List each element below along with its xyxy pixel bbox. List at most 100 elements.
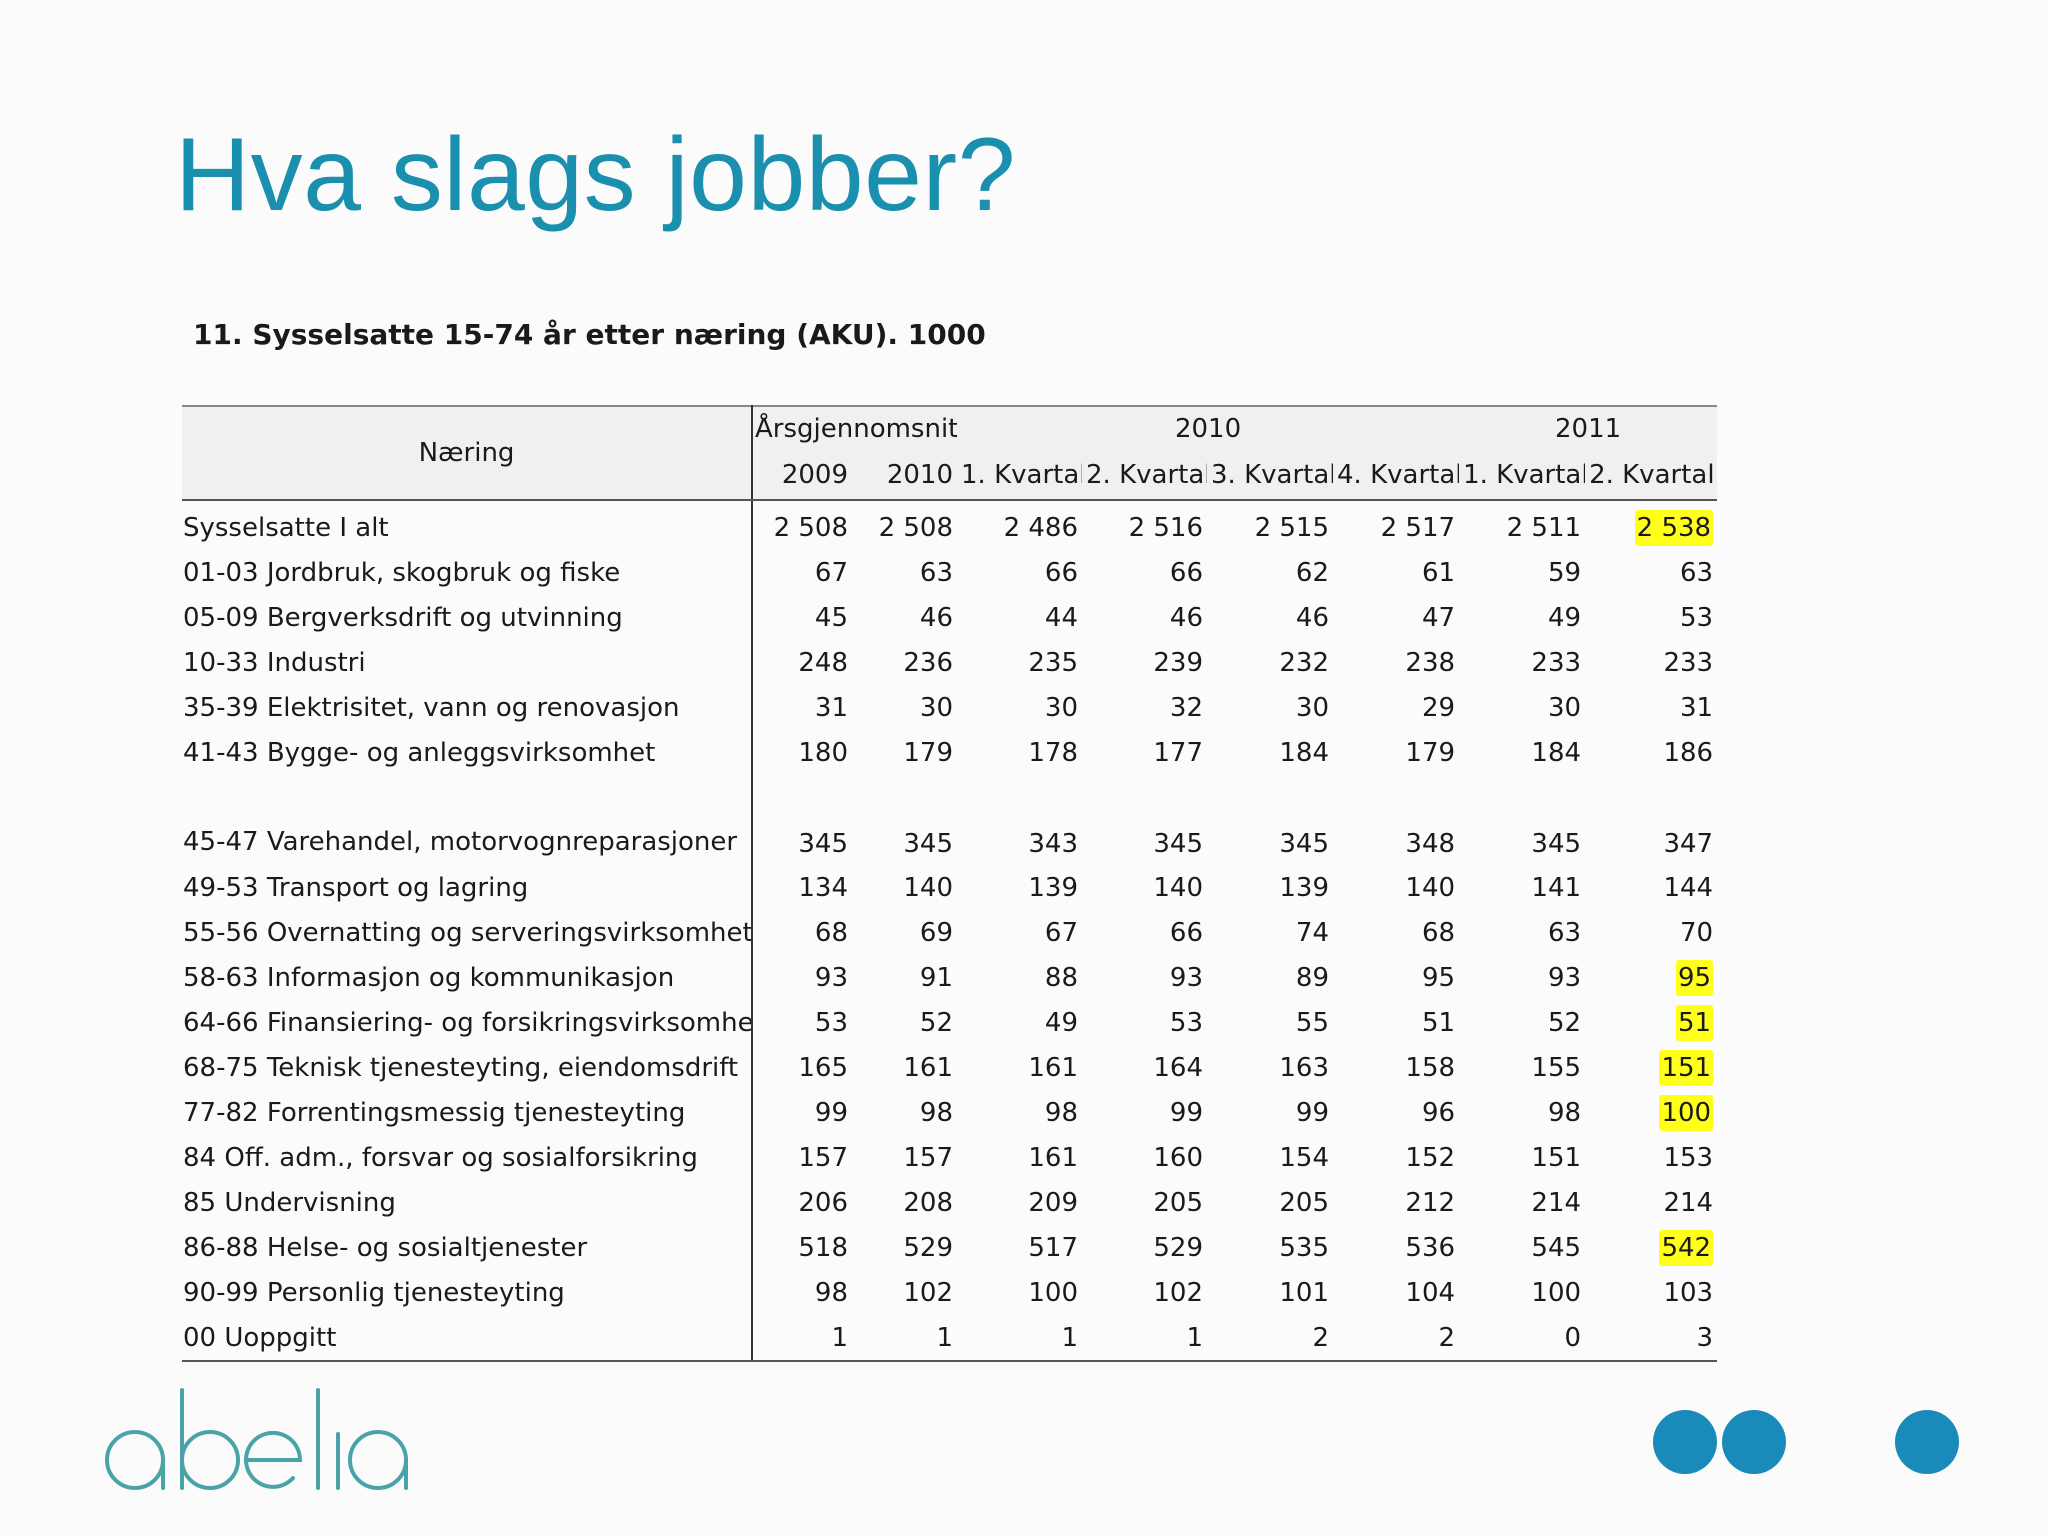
cell-value-text: 214: [1531, 1187, 1582, 1218]
cell-value-text: 155: [1531, 1052, 1582, 1083]
cell-value: 61: [1333, 550, 1459, 595]
cell-value-text: 99: [1295, 1097, 1330, 1128]
cell-value: 233: [1459, 640, 1585, 685]
cell-value: 2 511: [1459, 500, 1585, 550]
table-row: 55-56 Overnatting og serveringsvirksomhe…: [182, 910, 1717, 955]
cell-value: 30: [852, 685, 957, 730]
cell-value-text: 89: [1295, 962, 1330, 993]
cell-value-text: 66: [1169, 557, 1204, 588]
cell-value-text: 345: [1279, 829, 1330, 859]
cell-value-text: 93: [1169, 962, 1204, 993]
cell-value-text: 517: [1028, 1232, 1079, 1263]
cell-value-text: 236: [903, 647, 954, 678]
cell-value-text: 157: [798, 1142, 848, 1173]
cell-value-text: 348: [1405, 829, 1456, 859]
cell-value: 179: [852, 730, 957, 775]
cell-value-text: 69: [919, 917, 954, 948]
highlighted-value: 95: [1675, 959, 1714, 996]
table-caption: 11. Sysselsatte 15-74 år etter næring (A…: [193, 318, 986, 351]
cell-value: 186: [1585, 730, 1717, 775]
cell-value-text: 2 516: [1128, 512, 1204, 543]
cell-value: 178: [957, 730, 1082, 775]
cell-value-text: 529: [903, 1232, 954, 1263]
cell-value: 517: [957, 1225, 1082, 1270]
cell-value-text: 345: [903, 829, 954, 859]
cell-value-text: 52: [919, 1007, 954, 1038]
cell-value: 157: [852, 1135, 957, 1180]
cell-value-text: 74: [1295, 917, 1330, 948]
cell-value-text: 343: [1028, 829, 1079, 859]
cell-value-text: 177: [1153, 737, 1204, 768]
cell-value-text: 161: [903, 1052, 954, 1083]
header-col: 2. Kvartal: [1585, 451, 1718, 501]
cell-value-text: 163: [1279, 1052, 1330, 1083]
cell-value: 91: [852, 955, 957, 1000]
cell-value: 1: [852, 1315, 958, 1362]
cell-value: 205: [1082, 1180, 1207, 1225]
cell-value-text: 140: [1405, 872, 1456, 903]
cell-value: 51: [1333, 1000, 1459, 1045]
cell-value: 345: [752, 775, 852, 865]
cell-value: 95: [1585, 955, 1717, 1000]
cell-value-text: 232: [1279, 647, 1330, 678]
cell-value: 66: [957, 550, 1082, 595]
row-label: 35-39 Elektrisitet, vann og renovasjon: [182, 685, 753, 730]
cell-value: 232: [1207, 640, 1333, 685]
cell-value-text: 102: [1153, 1277, 1204, 1308]
cell-value: 63: [1459, 910, 1585, 955]
cell-value: 98: [957, 1090, 1082, 1135]
table-row: 68-75 Teknisk tjenesteyting, eiendomsdri…: [182, 1045, 1717, 1090]
cell-value: 160: [1082, 1135, 1207, 1180]
cell-value-text: 345: [1531, 829, 1582, 859]
cell-value: 1: [752, 1315, 852, 1362]
cell-value-text: 160: [1153, 1142, 1204, 1173]
row-label: 90-99 Personlig tjenesteyting: [182, 1270, 753, 1315]
cell-value: 53: [1082, 1000, 1207, 1045]
cell-value-text: 96: [1421, 1097, 1456, 1128]
cell-value-text: 30: [919, 692, 954, 723]
cell-value-text: 165: [798, 1052, 848, 1083]
cell-value-text: 208: [903, 1187, 954, 1218]
cell-value: 208: [852, 1180, 957, 1225]
cell-value: 209: [957, 1180, 1082, 1225]
cell-value-text: 161: [1028, 1142, 1079, 1173]
cell-value: 2 508: [852, 500, 957, 550]
cell-value: 62: [1207, 550, 1333, 595]
table-row: 05-09 Bergverksdrift og utvinning 45 46 44 4…: [182, 595, 1717, 640]
cell-value: 67: [957, 910, 1082, 955]
cell-value: 99: [1207, 1090, 1333, 1135]
cell-value-text: 153: [1663, 1142, 1714, 1173]
cell-value: 93: [752, 955, 852, 1000]
decorative-dot: [1722, 1410, 1786, 1474]
cell-value-text: 238: [1405, 647, 1456, 678]
cell-value: 151: [1585, 1045, 1717, 1090]
cell-value-text: 233: [1531, 647, 1582, 678]
cell-value: 68: [752, 910, 852, 955]
cell-value-text: 66: [1044, 557, 1079, 588]
cell-value-text: 179: [1405, 737, 1456, 768]
cell-value-text: 99: [1169, 1097, 1204, 1128]
cell-value-text: 31: [814, 692, 848, 723]
table-row: 77-82 Forrentingsmessig tjenesteyting 99 9…: [182, 1090, 1717, 1135]
cell-value: 238: [1333, 640, 1459, 685]
cell-value: 93: [1459, 955, 1585, 1000]
cell-value: 536: [1333, 1225, 1459, 1270]
cell-value: 2 515: [1207, 500, 1333, 550]
cell-value-text: 63: [1547, 917, 1582, 948]
cell-value-text: 99: [814, 1097, 848, 1128]
cell-value-text: 212: [1405, 1187, 1456, 1218]
cell-value: 529: [1082, 1225, 1207, 1270]
cell-value-text: 31: [1679, 692, 1714, 723]
cell-value: 235: [957, 640, 1082, 685]
cell-value: 151: [1459, 1135, 1585, 1180]
cell-value: 89: [1207, 955, 1333, 1000]
cell-value-text: 345: [1153, 829, 1204, 859]
cell-value-text: 104: [1405, 1277, 1456, 1308]
cell-value-text: 68: [1421, 917, 1456, 948]
cell-value-text: 179: [903, 737, 954, 768]
table-row: 45-47 Varehandel, motorvognreparasjoner 3…: [182, 775, 1717, 865]
cell-value: 348: [1333, 775, 1459, 865]
cell-value-text: 95: [1421, 962, 1456, 993]
cell-value: 535: [1207, 1225, 1333, 1270]
table-row: 90-99 Personlig tjenesteyting 98 102 100 102…: [182, 1270, 1717, 1315]
